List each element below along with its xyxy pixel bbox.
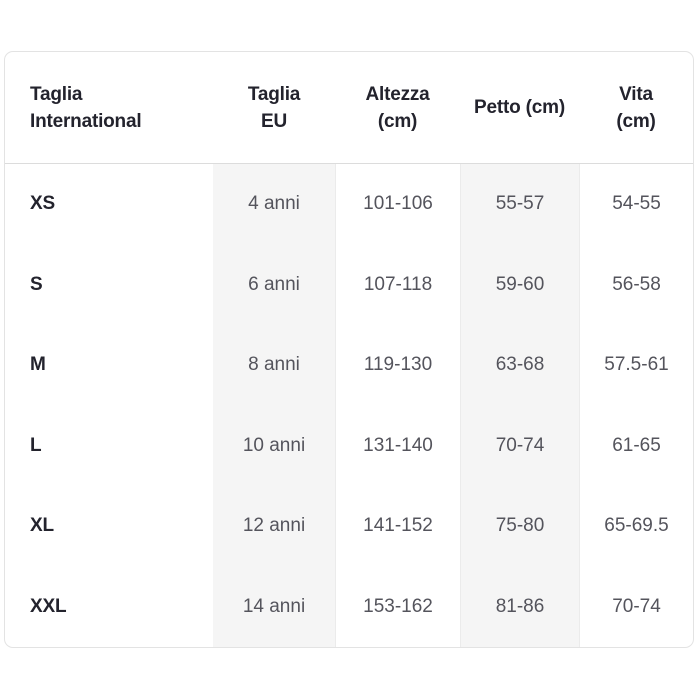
size-label: XL [30,515,54,537]
eu-size-cell: 8 anni [213,325,335,406]
eu-size-cell: 10 anni [213,405,335,486]
height-cell: 131-140 [335,405,460,486]
header-vita-cm: Vita (cm) [579,52,693,164]
chest-cell: 70-74 [460,405,579,486]
waist-cell: 65-69.5 [579,486,693,567]
waist-cell: 70-74 [579,566,693,647]
waist-cell: 54-55 [579,164,693,245]
eu-size-cell: 4 anni [213,164,335,245]
size-label: XS [30,193,55,215]
eu-size-cell: 14 anni [213,566,335,647]
height-cell: 107-118 [335,244,460,325]
height-cell: 141-152 [335,486,460,567]
header-taglia-eu: Taglia EU [213,52,335,164]
chest-cell: 75-80 [460,486,579,567]
height-cell: 119-130 [335,325,460,406]
waist-cell: 56-58 [579,244,693,325]
waist-cell: 61-65 [579,405,693,486]
height-cell: 153-162 [335,566,460,647]
size-label: M [30,354,46,376]
size-chart-table: Taglia International Taglia EU Altezza (… [5,52,693,647]
header-taglia-international: Taglia International [5,52,213,164]
size-label: XXL [30,595,67,617]
header-petto-cm: Petto (cm) [460,52,579,164]
waist-cell: 57.5-61 [579,325,693,406]
size-label: L [30,434,42,456]
chest-cell: 59-60 [460,244,579,325]
header-altezza-cm: Altezza (cm) [335,52,460,164]
size-chart-card: Taglia International Taglia EU Altezza (… [4,51,694,648]
height-cell: 101-106 [335,164,460,245]
chest-cell: 63-68 [460,325,579,406]
chest-cell: 55-57 [460,164,579,245]
chest-cell: 81-86 [460,566,579,647]
size-label: S [30,273,43,295]
eu-size-cell: 6 anni [213,244,335,325]
eu-size-cell: 12 anni [213,486,335,567]
